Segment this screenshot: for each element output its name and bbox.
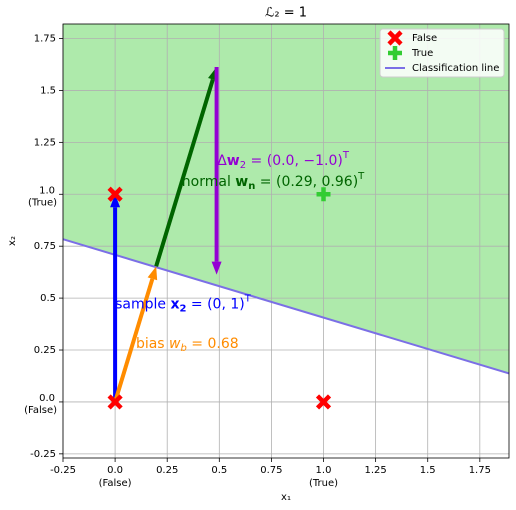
label-part: = (0, 1) bbox=[186, 296, 244, 312]
label-part: n bbox=[248, 181, 255, 192]
plot-frame bbox=[62, 23, 510, 459]
label-part: 2 bbox=[240, 160, 246, 171]
x-marker bbox=[315, 394, 332, 410]
y-tick-label: -0.25 bbox=[30, 449, 56, 460]
legend-label: True bbox=[411, 48, 433, 59]
arrow-label: Δw2 = (0.0, −1.0)T bbox=[217, 150, 350, 171]
x-tick-sublabel: (True) bbox=[309, 478, 338, 489]
y-tick-label: 0.25 bbox=[34, 345, 56, 356]
label-part: T bbox=[244, 293, 252, 304]
x-marker bbox=[107, 186, 123, 202]
x-tick-label: 1.75 bbox=[469, 465, 491, 476]
x-tick-label: -0.25 bbox=[50, 465, 76, 476]
legend-label: Classification line bbox=[412, 63, 499, 74]
arrow-label: bias wb = 0.68 bbox=[136, 336, 239, 354]
label-part: x bbox=[170, 296, 179, 312]
x-marker bbox=[387, 30, 403, 46]
y-tick-label: 1.25 bbox=[34, 137, 56, 148]
y-tick-sublabel: (False) bbox=[24, 405, 57, 416]
label-part: T bbox=[342, 150, 350, 161]
x-tick-label: 0.25 bbox=[156, 465, 178, 476]
plus-marker bbox=[316, 187, 331, 202]
y-tick-label: 1.5 bbox=[40, 85, 56, 96]
positive-region bbox=[63, 24, 509, 374]
label-part: 2 bbox=[179, 303, 186, 314]
y-tick-label: 0.75 bbox=[34, 241, 56, 252]
x-tick-label: 0.75 bbox=[260, 465, 282, 476]
arrow-label: normal wn = (0.29, 0.96)T bbox=[182, 171, 365, 192]
x-tick-label: 0.5 bbox=[211, 465, 227, 476]
chart-title: ℒ₂ = 1 bbox=[265, 6, 307, 21]
y-axis-label: x₂ bbox=[7, 236, 18, 246]
x-marker bbox=[107, 394, 123, 410]
arrow bbox=[211, 66, 222, 275]
x-tick-sublabel: (False) bbox=[99, 478, 132, 489]
y-tick-sublabel: (True) bbox=[28, 197, 57, 208]
x-tick-label: 1.25 bbox=[364, 465, 386, 476]
legend-label: False bbox=[412, 33, 437, 44]
y-tick-label: 1.75 bbox=[34, 34, 56, 45]
y-tick-label: 0.5 bbox=[40, 293, 56, 304]
arrow-head bbox=[147, 266, 158, 281]
x-tick-label: 0.0 bbox=[107, 465, 123, 476]
label-part: bias bbox=[136, 336, 169, 352]
arrow-shaft bbox=[113, 278, 155, 403]
legend-box bbox=[379, 28, 505, 78]
x-tick-label: 1.5 bbox=[420, 465, 436, 476]
arrow-shaft bbox=[154, 78, 215, 267]
arrow bbox=[113, 266, 158, 403]
label-part: = 0.68 bbox=[187, 336, 239, 352]
label-part: w bbox=[169, 336, 181, 352]
label-part: Δ bbox=[217, 153, 227, 169]
label-part: w bbox=[235, 174, 248, 190]
arrow-head bbox=[110, 194, 121, 208]
y-tick-label: 0.0 bbox=[39, 393, 55, 404]
label-part: sample bbox=[115, 296, 170, 312]
arrow-head bbox=[211, 261, 222, 275]
label-part: = (0.0, −1.0) bbox=[246, 153, 343, 169]
plus-marker bbox=[388, 46, 402, 60]
x-tick-label: 1.0 bbox=[316, 465, 332, 476]
label-part: = (0.29, 0.96) bbox=[255, 174, 358, 190]
label-part: T bbox=[357, 171, 365, 182]
y-tick-label: 1.0 bbox=[39, 185, 55, 196]
classification-line bbox=[62, 238, 510, 375]
label-part: w bbox=[227, 153, 240, 169]
label-part: normal bbox=[182, 174, 236, 190]
arrow bbox=[110, 194, 121, 402]
legend: False True Classification line bbox=[379, 28, 505, 78]
arrow-label: sample x2 = (0, 1)T bbox=[115, 293, 252, 314]
label-part: b bbox=[181, 343, 187, 354]
x-axis-label: x₁ bbox=[281, 492, 291, 503]
